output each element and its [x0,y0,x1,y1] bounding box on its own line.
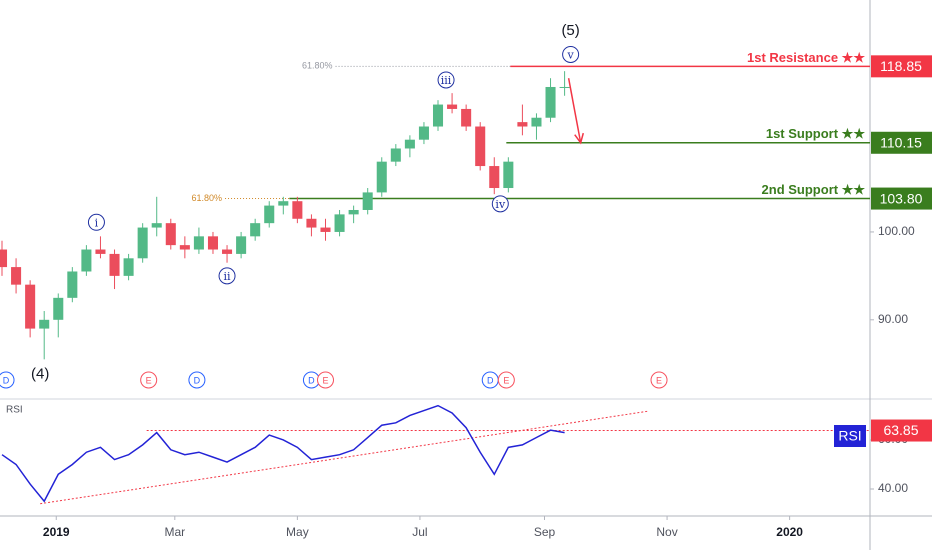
x-tick-label: Jul [412,525,427,539]
level-badge [871,131,932,154]
candle-body [348,209,359,215]
x-tick-label: May [286,525,309,539]
candle-body [559,86,570,88]
level-badge [871,187,932,210]
event-marker [0,371,15,389]
candle-body [137,227,148,259]
candle-body [236,236,247,254]
candle-body [81,249,92,272]
arrow [567,78,582,143]
candle-body [362,192,373,210]
candle-body [292,201,303,219]
level-label: 63.85 [883,422,918,438]
event-label: D [487,375,494,385]
candle-body [418,126,429,140]
candle-body [11,267,22,285]
candle-body [207,236,219,250]
candle-body [109,253,120,276]
rsi-line [1,404,565,503]
candle-body [278,201,289,206]
level-badge [871,419,932,442]
event-label: E [656,375,662,385]
candle-body [222,249,233,254]
wave-label: i [95,216,99,229]
event-marker [188,371,206,389]
wave-circle [562,45,580,63]
wave-label: iii [441,74,452,87]
candle-body [461,108,472,127]
series-badge [834,425,866,447]
candle-body [545,86,556,118]
fib-label: 61.80% [192,193,223,203]
level-name: 2nd Support ★★ [762,182,866,197]
candle-body [39,319,50,329]
candle-body [250,223,261,237]
y-tick-label: 40.00 [878,481,908,495]
x-tick-label: Mar [164,525,185,539]
candle-body [123,258,134,276]
level-name: 1st Support ★★ [766,126,865,141]
candle-body [306,218,317,228]
candle-body [320,227,331,232]
candle-body [376,161,387,193]
event-label: D [308,375,315,385]
wave-label: (4) [31,365,49,382]
candle-body [404,139,415,149]
candle-body [95,249,106,254]
candle-body [179,245,190,250]
candle-body [165,223,176,246]
candle-body [334,214,345,232]
candle-body [193,236,204,250]
candle-body [53,297,64,320]
x-tick-label: 2019 [43,525,70,539]
level-name: 1st Resistance ★★ [747,50,865,65]
series-name: RSI [838,428,861,444]
candle-body [447,104,458,109]
level-label: 110.15 [880,134,922,150]
candle-body [489,166,500,189]
x-tick-label: Nov [656,525,677,539]
wave-circle [437,71,455,89]
level-badge [871,55,932,78]
candle-body [25,284,36,329]
candle-body [517,122,528,127]
candle-body [390,148,401,162]
candle-body [475,126,486,167]
wave-label: (5) [561,22,579,39]
candle-body [264,205,275,224]
wave-circle [218,267,236,285]
arrow-head [574,132,585,145]
level-label: 103.80 [880,190,923,206]
event-label: E [503,375,509,385]
wave-circle [491,195,509,213]
wave-circle [87,213,105,231]
event-marker [140,371,158,389]
event-marker [316,371,334,389]
event-label: E [146,375,152,385]
y-tick-label: 90.00 [878,312,908,326]
event-marker [497,371,515,389]
event-label: D [3,375,10,385]
wave-label: ii [224,270,232,283]
event-label: E [322,375,328,385]
candle-body [531,117,542,127]
trend-line [40,410,650,505]
event-label: D [194,375,201,385]
y-tick-label: 100.00 [878,224,915,238]
x-tick-label: Sep [534,525,556,539]
wave-label: iv [495,198,506,211]
x-tick-label: 2020 [776,525,803,539]
level-label: 118.85 [880,58,922,74]
wave-label: v [567,48,575,61]
rsi-title: RSI [6,405,23,416]
fib-label: 61.80% [302,61,333,71]
candle-body [503,161,514,189]
candle-body [0,249,8,268]
event-marker [650,371,668,389]
candle-body [67,271,78,298]
candle-body [432,104,444,127]
candle-body [151,223,162,228]
